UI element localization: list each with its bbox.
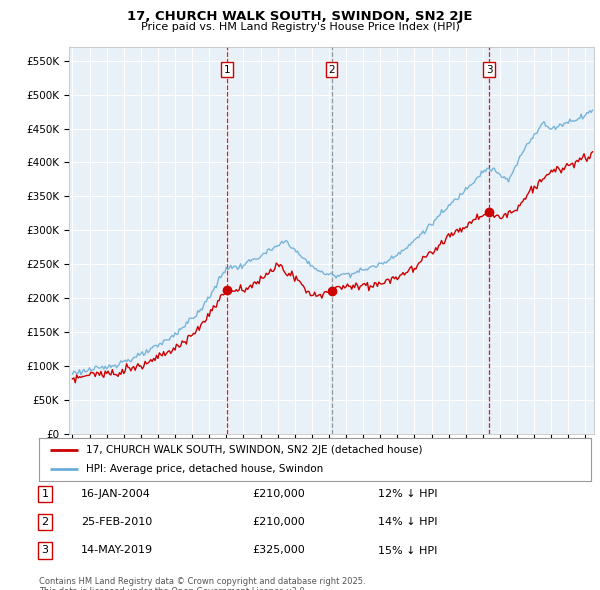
Text: 2: 2: [328, 64, 335, 74]
Text: 25-FEB-2010: 25-FEB-2010: [81, 517, 152, 527]
Text: 2: 2: [41, 517, 49, 527]
Text: 14% ↓ HPI: 14% ↓ HPI: [378, 517, 437, 527]
Text: £325,000: £325,000: [252, 546, 305, 555]
Text: 16-JAN-2004: 16-JAN-2004: [81, 489, 151, 499]
Text: £210,000: £210,000: [252, 517, 305, 527]
Text: HPI: Average price, detached house, Swindon: HPI: Average price, detached house, Swin…: [86, 464, 323, 474]
Text: 17, CHURCH WALK SOUTH, SWINDON, SN2 2JE: 17, CHURCH WALK SOUTH, SWINDON, SN2 2JE: [127, 10, 473, 23]
Text: Contains HM Land Registry data © Crown copyright and database right 2025.
This d: Contains HM Land Registry data © Crown c…: [39, 577, 365, 590]
Text: 14-MAY-2019: 14-MAY-2019: [81, 546, 153, 555]
Text: Price paid vs. HM Land Registry's House Price Index (HPI): Price paid vs. HM Land Registry's House …: [140, 22, 460, 32]
Text: 1: 1: [224, 64, 230, 74]
Text: 3: 3: [486, 64, 493, 74]
Text: £210,000: £210,000: [252, 489, 305, 499]
Text: 15% ↓ HPI: 15% ↓ HPI: [378, 546, 437, 555]
Text: 3: 3: [41, 546, 49, 555]
Text: 12% ↓ HPI: 12% ↓ HPI: [378, 489, 437, 499]
Text: 17, CHURCH WALK SOUTH, SWINDON, SN2 2JE (detached house): 17, CHURCH WALK SOUTH, SWINDON, SN2 2JE …: [86, 445, 422, 455]
Text: 1: 1: [41, 489, 49, 499]
